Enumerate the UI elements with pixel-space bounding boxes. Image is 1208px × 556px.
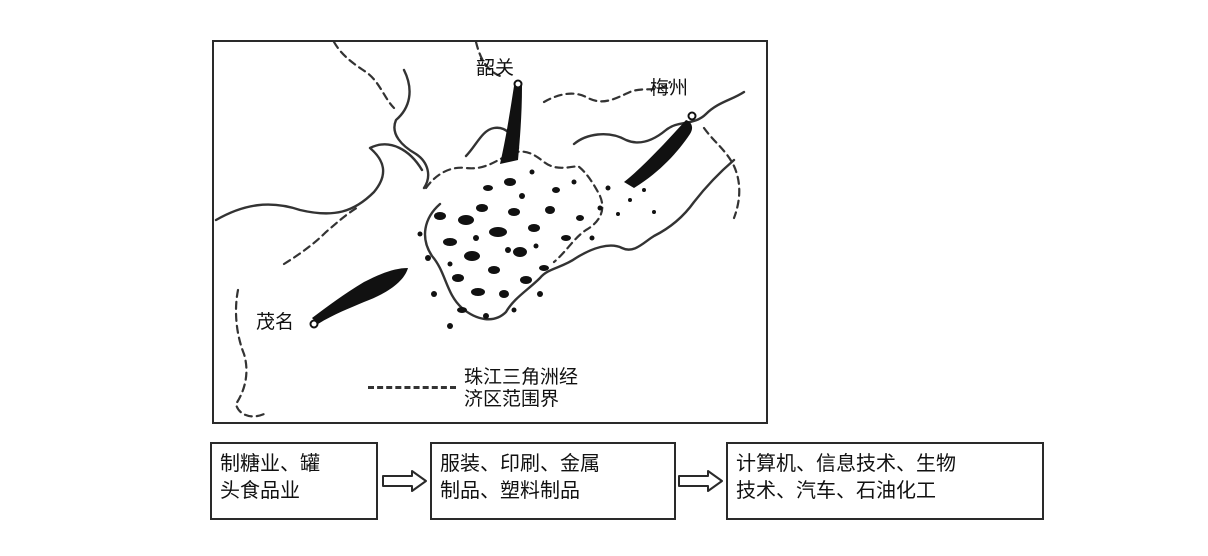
flow-stage-1-line2: 头食品业 (220, 478, 300, 502)
dashed-boundary-northwest (332, 42, 396, 110)
flow-stage-2-line2: 制品、塑料制品 (440, 478, 580, 502)
city-label-shaoguan: 韶关 (476, 57, 515, 79)
legend-label-line2: 济区范围界 (464, 388, 560, 410)
city-marker-maoming (309, 319, 319, 329)
corridor-shaoguan (500, 86, 522, 164)
flow-stage-3-line2: 技术、汽车、石油化工 (736, 478, 936, 502)
flow-stage-2-box: 服装、印刷、金属 制品、塑料制品 (430, 442, 676, 520)
corridor-meizhou (624, 120, 693, 188)
legend-label: 珠江三角洲经 济区范围界 (464, 366, 578, 410)
map-panel: 韶关 梅州 茂名 珠江三角洲经 济区范围界 (212, 40, 768, 424)
dashed-boundary-north (474, 42, 502, 78)
dashed-boundary-pearl-delta (424, 150, 604, 264)
city-marker-meizhou (687, 111, 697, 121)
guangdong-map (214, 42, 746, 418)
solid-boundary-west (214, 143, 424, 222)
solid-boundary-east (572, 90, 746, 146)
legend-dashed-line (368, 386, 456, 389)
solid-boundary-north (393, 68, 430, 190)
dashed-boundary-east (702, 126, 741, 220)
dashed-boundary-west-coast (234, 288, 266, 418)
solid-boundary-coast (423, 158, 736, 321)
city-label-meizhou: 梅州 (650, 77, 689, 99)
dashed-boundary-southwest (282, 204, 362, 266)
legend-label-line1: 珠江三角洲经 (464, 366, 579, 388)
flow-stage-1-line1: 制糖业、罐 (220, 451, 320, 475)
flow-stage-2-line1: 服装、印刷、金属 (440, 451, 600, 475)
city-label-maoming: 茂名 (256, 311, 295, 333)
city-marker-shaoguan (513, 79, 523, 89)
flow-stage-3-line1: 计算机、信息技术、生物 (736, 451, 956, 475)
flow-stage-3-box: 计算机、信息技术、生物 技术、汽车、石油化工 (726, 442, 1044, 520)
dashed-boundary-east-upper (542, 80, 672, 104)
corridor-maoming (312, 268, 408, 324)
flow-arrow-2-icon (678, 470, 723, 492)
flow-stage-1-box: 制糖业、罐 头食品业 (210, 442, 378, 520)
flow-arrow-1-icon (382, 470, 427, 492)
